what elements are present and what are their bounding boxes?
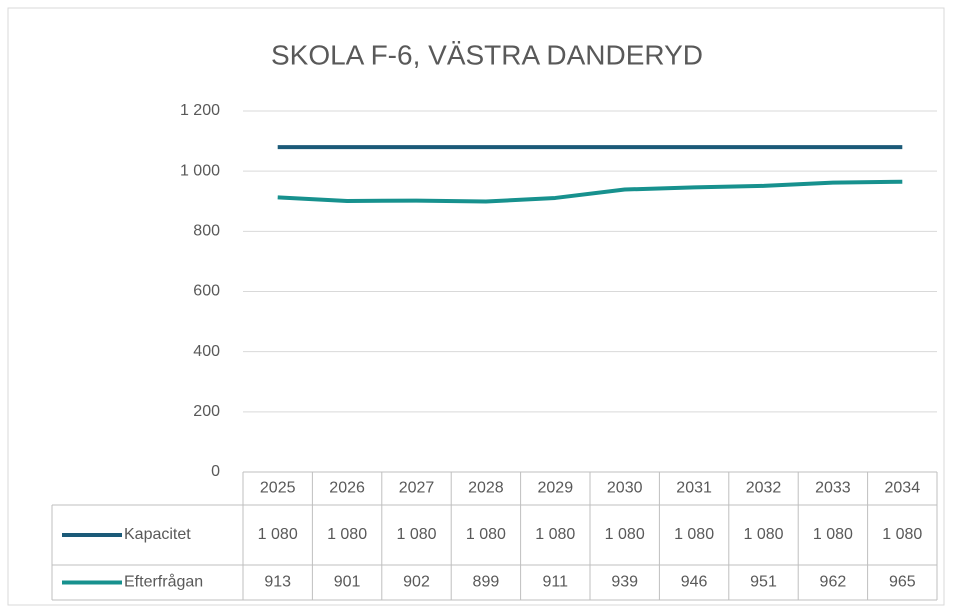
data-label: 913 [264, 574, 291, 591]
data-label: 899 [473, 574, 500, 591]
data-label: 901 [334, 574, 361, 591]
x-tick-label: 2027 [399, 480, 435, 497]
data-label: 1 080 [882, 526, 922, 543]
x-tick-label: 2029 [538, 480, 574, 497]
series-line [277, 179, 903, 204]
x-tick-label: 2028 [468, 480, 504, 497]
x-tick-label: 2030 [607, 480, 643, 497]
data-label: 1 080 [674, 526, 714, 543]
y-tick-label: 0 [211, 463, 220, 480]
y-tick-label: 1 200 [180, 102, 220, 119]
data-label: 939 [611, 574, 638, 591]
x-tick-label: 2031 [676, 480, 712, 497]
data-label: 1 080 [813, 526, 853, 543]
x-tick-label: 2026 [329, 480, 365, 497]
chart-border [7, 7, 945, 606]
data-label: 1 080 [396, 526, 436, 543]
y-tick-label: 400 [193, 343, 220, 360]
data-label: 1 080 [466, 526, 506, 543]
x-tick-label: 2025 [260, 480, 296, 497]
data-label: 911 [543, 574, 569, 591]
x-tick-label: 2033 [815, 480, 851, 497]
legend-label: Kapacitet [124, 526, 191, 543]
x-tick-label: 2034 [885, 480, 921, 497]
data-label: 1 080 [605, 526, 645, 543]
data-label: 951 [750, 574, 777, 591]
data-label: 1 080 [743, 526, 783, 543]
y-tick-label: 200 [193, 403, 220, 420]
data-label: 962 [820, 574, 847, 591]
legend-label: Efterfrågan [124, 573, 203, 591]
x-tick-label: 2032 [746, 480, 782, 497]
data-label: 946 [681, 574, 708, 591]
data-label: 1 080 [327, 526, 367, 543]
y-tick-label: 600 [193, 283, 220, 300]
data-label: 965 [889, 574, 916, 591]
y-tick-label: 1 000 [180, 162, 220, 179]
data-label: 1 080 [535, 526, 575, 543]
data-label: 1 080 [258, 526, 298, 543]
y-tick-label: 800 [193, 223, 220, 240]
chart-title: SKOLA F-6, VÄSTRA DANDERYD [271, 39, 703, 70]
data-label: 902 [403, 574, 430, 591]
